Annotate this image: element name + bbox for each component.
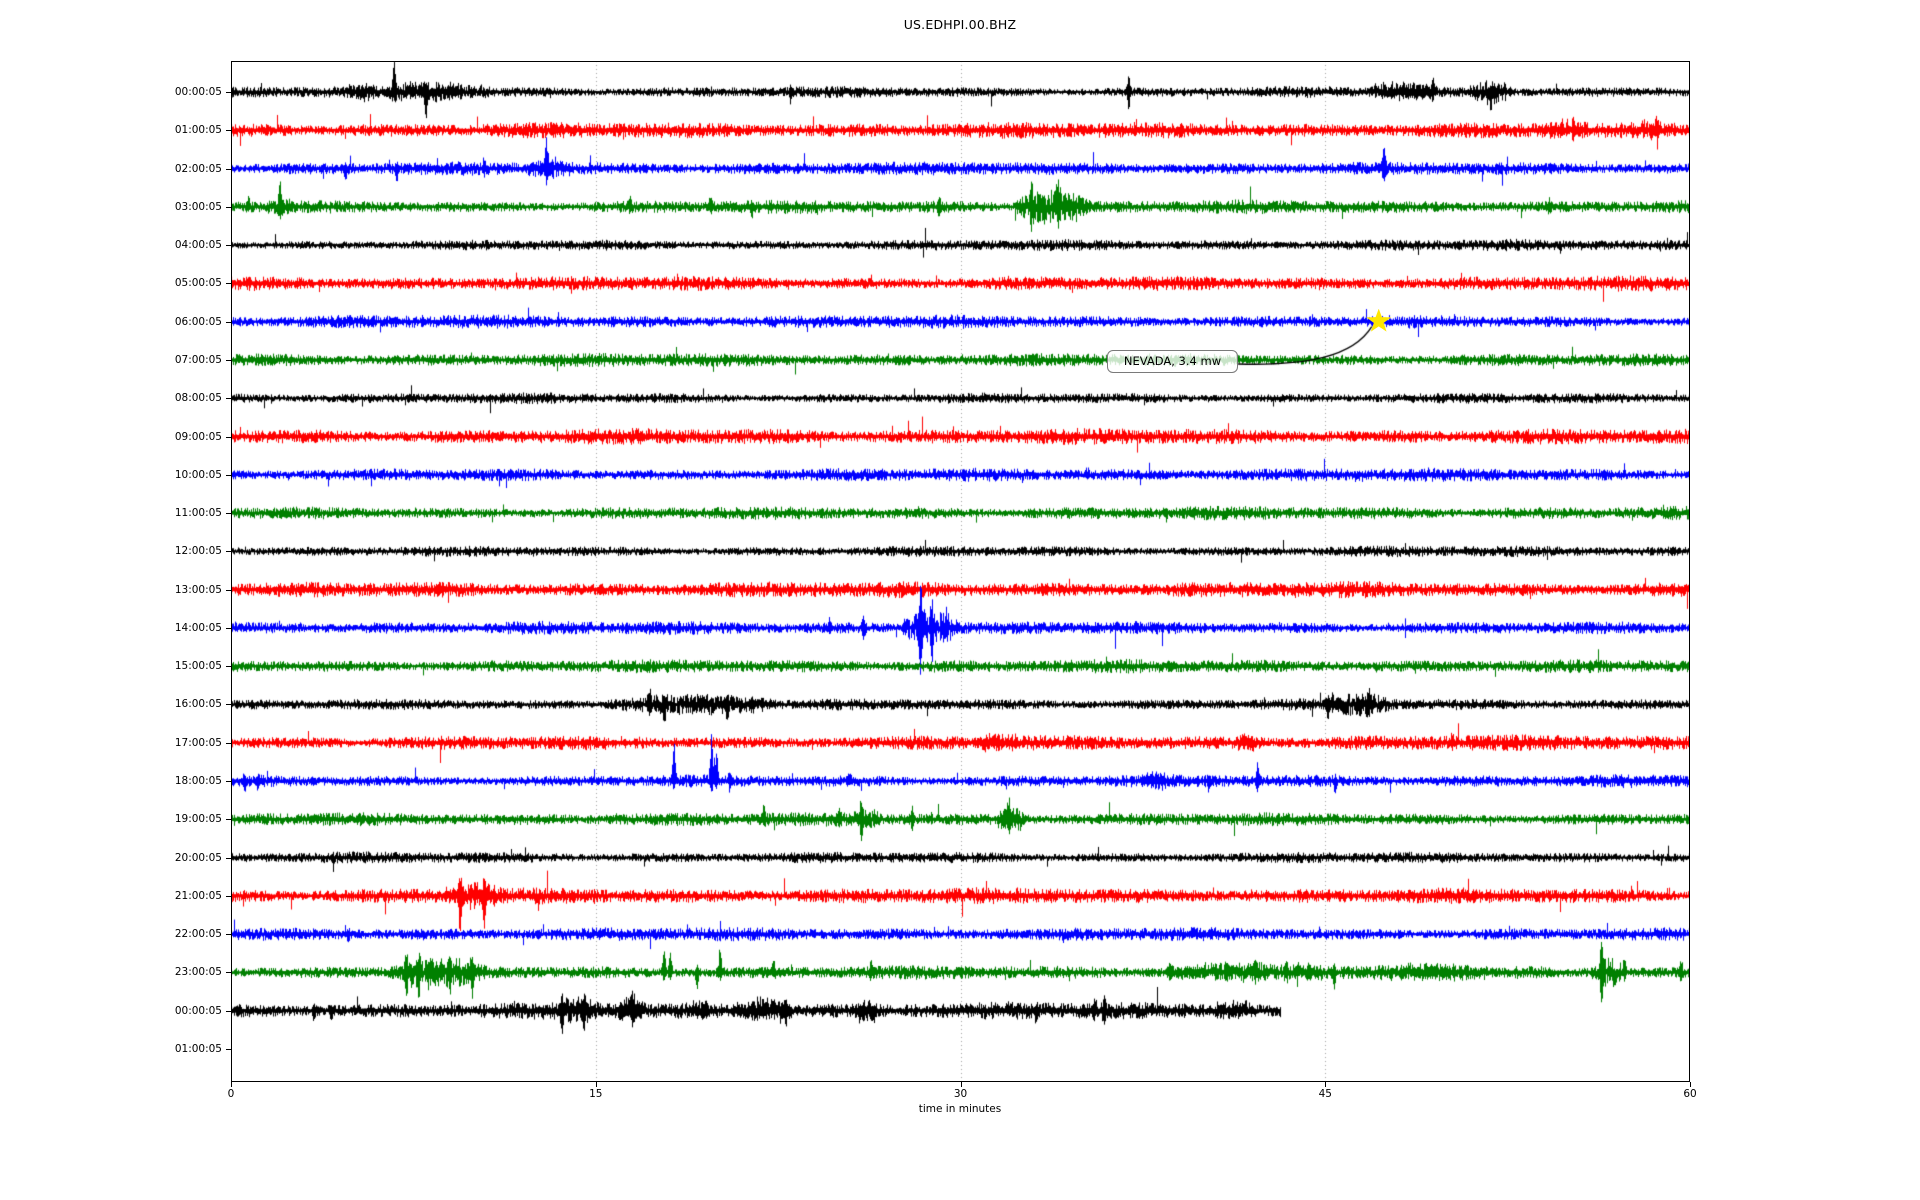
row-label: 07:00:05 xyxy=(174,353,222,366)
row-label: 21:00:05 xyxy=(174,889,222,902)
y-tick-mark xyxy=(226,895,231,897)
row-label: 06:00:05 xyxy=(174,315,222,328)
x-tick-label: 45 xyxy=(1318,1088,1332,1100)
y-tick-mark xyxy=(226,245,231,247)
y-tick-mark xyxy=(226,1049,231,1050)
y-tick-mark xyxy=(226,857,231,859)
row-label: 10:00:05 xyxy=(174,468,222,481)
event-annotation: NEVADA, 3.4 mw xyxy=(1107,350,1238,373)
x-tick-label: 0 xyxy=(227,1088,235,1100)
row-label: 22:00:05 xyxy=(174,928,222,941)
row-label: 11:00:05 xyxy=(174,507,222,520)
row-label: 16:00:05 xyxy=(174,698,222,711)
y-tick-mark xyxy=(226,513,231,515)
x-tick-label: 30 xyxy=(953,1088,968,1100)
row-label: 15:00:05 xyxy=(174,660,222,673)
y-tick-mark xyxy=(226,398,231,400)
y-tick-mark xyxy=(226,321,231,323)
y-tick-mark xyxy=(226,168,231,170)
y-tick-mark xyxy=(226,1010,231,1012)
row-label: 17:00:05 xyxy=(174,736,222,749)
row-label: 05:00:05 xyxy=(174,277,222,290)
y-tick-mark xyxy=(226,934,231,936)
y-tick-mark xyxy=(226,551,231,553)
row-label: 19:00:05 xyxy=(174,813,222,826)
row-label: 03:00:05 xyxy=(174,200,222,213)
row-label: 23:00:05 xyxy=(174,966,222,979)
y-tick-mark xyxy=(226,704,231,706)
x-tick-mark xyxy=(1690,1082,1691,1087)
row-label: 04:00:05 xyxy=(174,239,222,252)
plot-area xyxy=(231,61,1690,1082)
x-tick-label: 60 xyxy=(1683,1088,1697,1100)
x-tick-mark xyxy=(595,1082,597,1087)
y-tick-mark xyxy=(226,627,231,629)
x-tick-mark xyxy=(1325,1082,1327,1087)
y-tick-mark xyxy=(226,436,231,438)
y-tick-mark xyxy=(226,742,231,744)
plot-title: US.EDHPI.00.BHZ xyxy=(903,17,1017,32)
row-label: 02:00:05 xyxy=(174,162,222,175)
y-tick-mark xyxy=(226,130,231,132)
row-label: 09:00:05 xyxy=(174,430,222,443)
row-label: 12:00:05 xyxy=(174,545,222,558)
y-tick-mark xyxy=(226,972,231,974)
row-label: 18:00:05 xyxy=(174,775,222,788)
y-tick-mark xyxy=(226,283,231,285)
y-tick-mark xyxy=(226,359,231,361)
row-label: 13:00:05 xyxy=(174,583,222,596)
seismogram-canvas xyxy=(231,61,1690,1082)
row-label: 01:00:05 xyxy=(174,124,222,137)
row-label: 14:00:05 xyxy=(174,621,222,634)
y-tick-mark xyxy=(226,474,231,476)
row-label: 00:00:05 xyxy=(174,1004,222,1017)
row-label: 08:00:05 xyxy=(174,392,222,405)
y-tick-mark xyxy=(226,589,231,591)
x-tick-label: 15 xyxy=(589,1088,603,1100)
y-tick-mark xyxy=(226,666,231,668)
x-tick-mark xyxy=(231,1082,232,1087)
row-label: 20:00:05 xyxy=(174,851,222,864)
y-tick-mark xyxy=(226,92,231,93)
x-axis-title: time in minutes xyxy=(918,1103,1002,1115)
y-tick-mark xyxy=(226,206,231,208)
y-tick-mark xyxy=(226,819,231,821)
row-label: 01:00:05 xyxy=(174,1043,222,1055)
x-tick-mark xyxy=(960,1082,962,1087)
event-annotation-label: NEVADA, 3.4 mw xyxy=(1123,354,1222,368)
row-label: 00:00:05 xyxy=(174,86,222,98)
y-tick-mark xyxy=(226,781,231,783)
